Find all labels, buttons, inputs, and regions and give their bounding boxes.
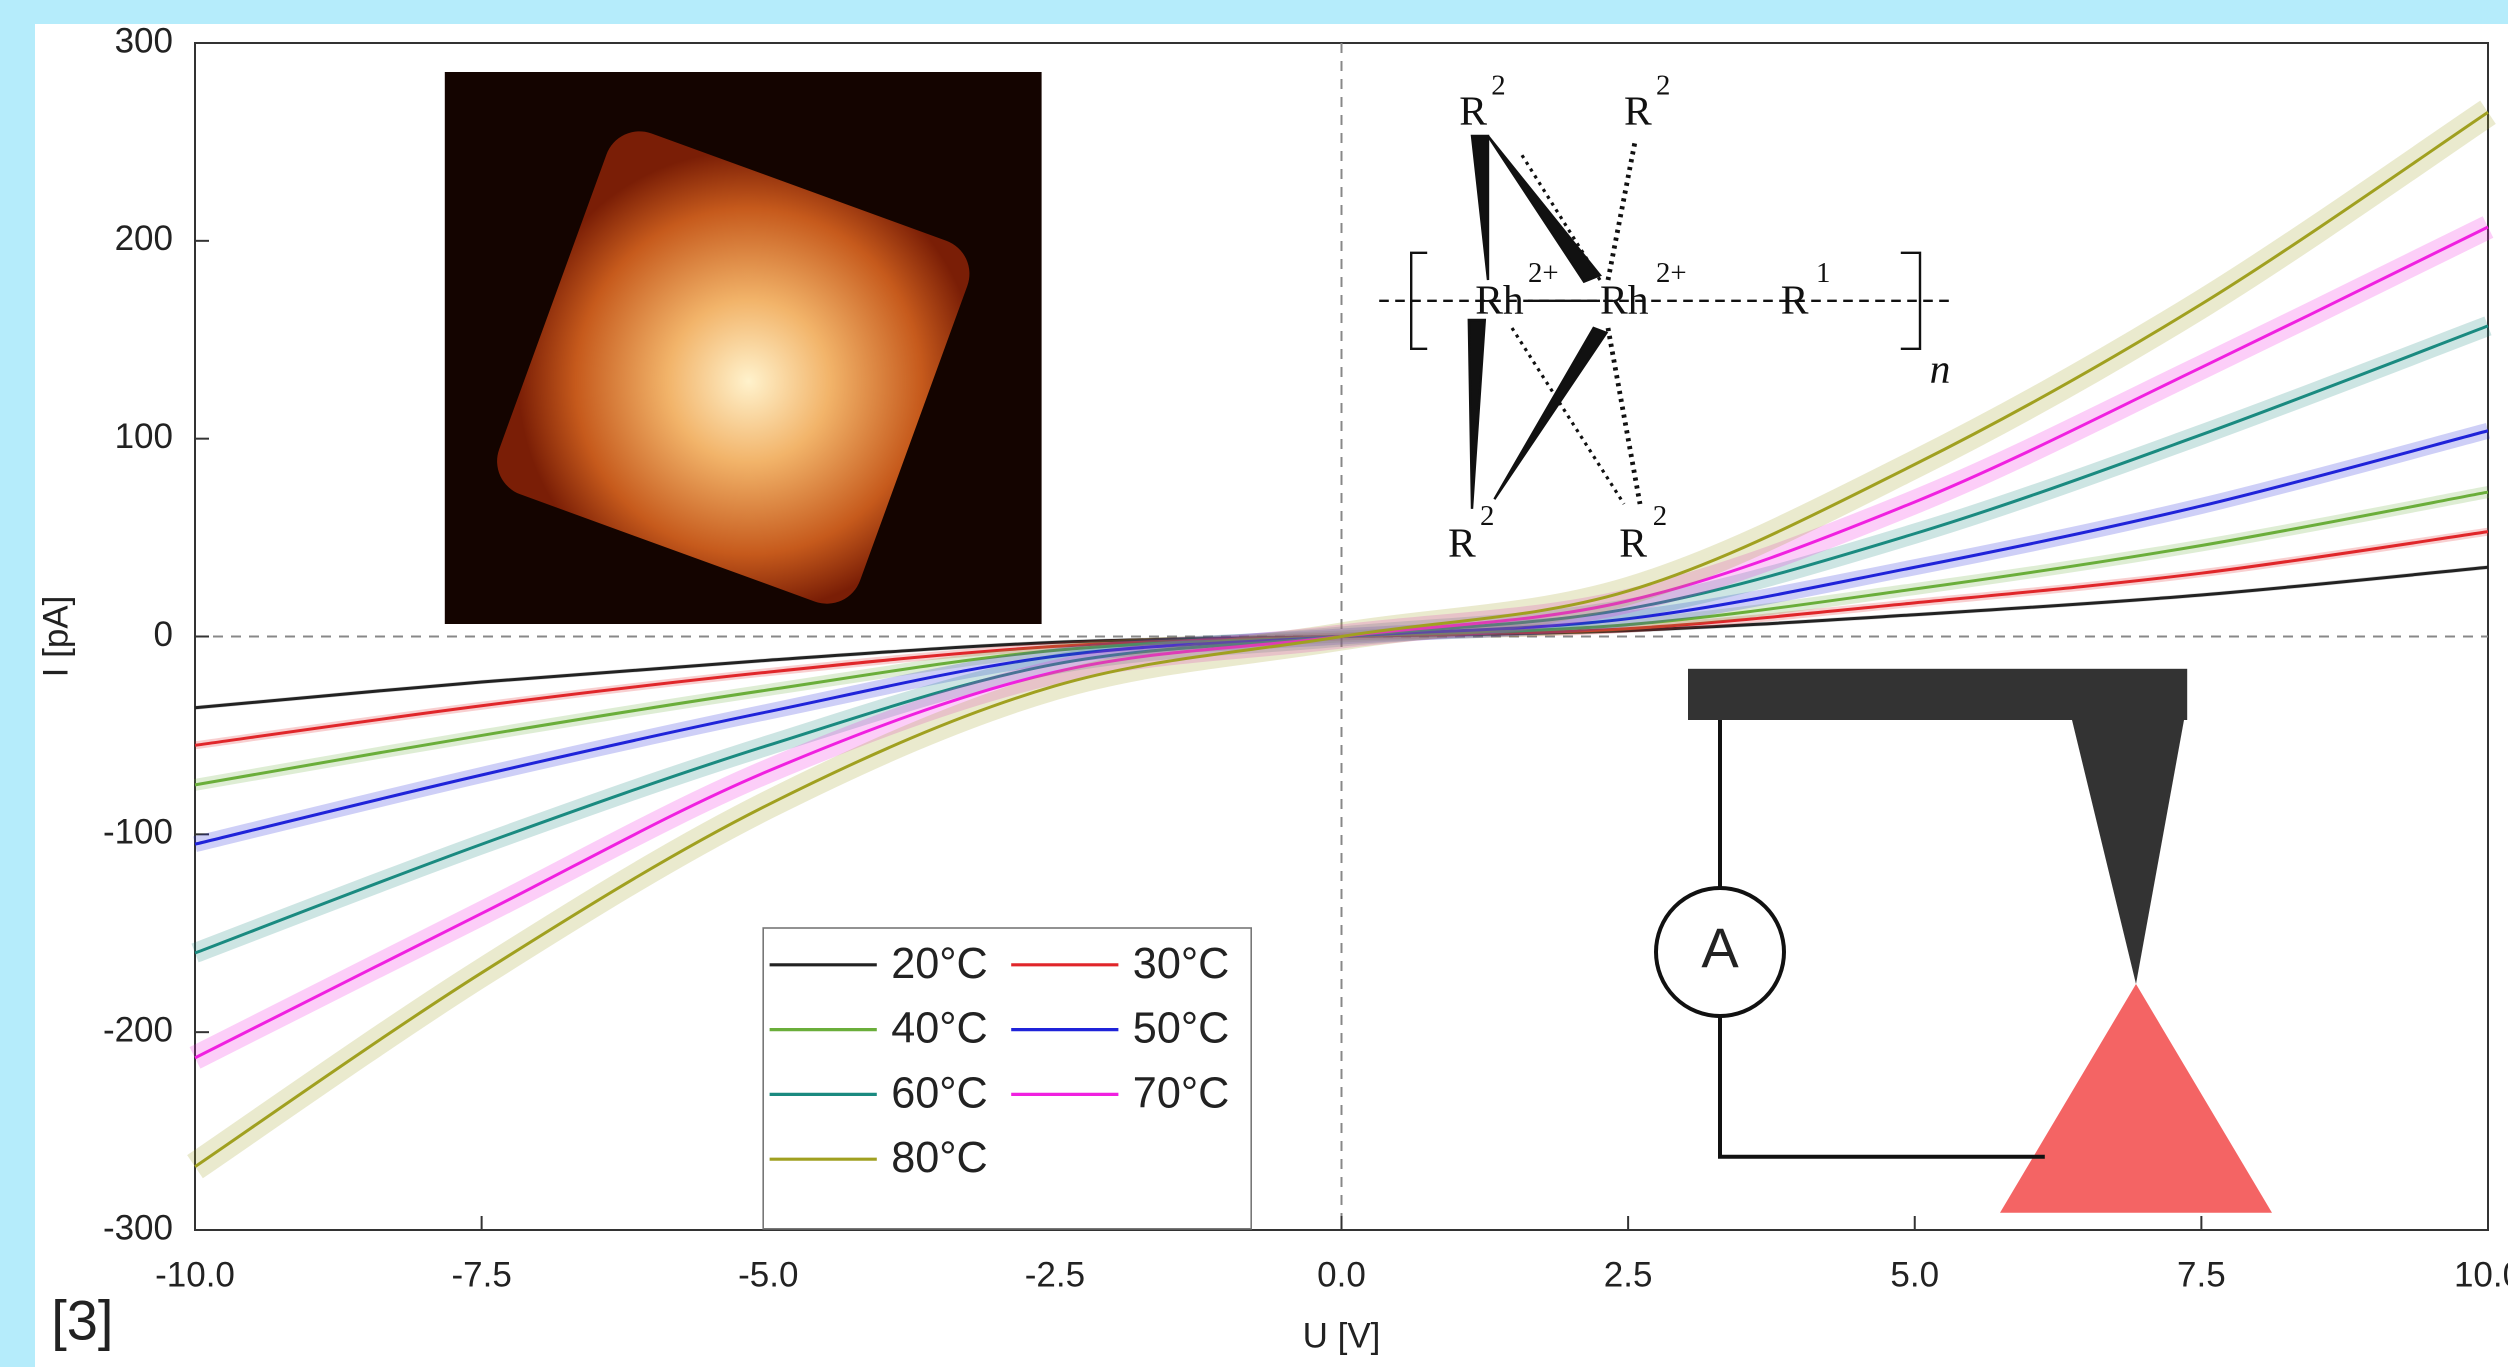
ammeter-label: A	[1701, 916, 1739, 979]
structure-label: Rh	[1475, 277, 1524, 323]
structure-label: 2	[1491, 70, 1505, 102]
legend-label: 60°C	[891, 1069, 988, 1117]
x-tick-label: 0.0	[1317, 1255, 1366, 1294]
y-tick-label: -100	[103, 813, 173, 852]
x-tick-label: 5.0	[1890, 1255, 1939, 1294]
structure-label: 2	[1653, 500, 1667, 532]
x-tick-label: -5.0	[738, 1255, 798, 1294]
y-tick-label: 0	[154, 615, 173, 654]
legend-label: 80°C	[891, 1134, 988, 1182]
y-tick-label: 200	[115, 219, 173, 258]
chart: -10.0 -7.5 -5.0 -2.5 0.0 2.5 5.0 7.5 10.0 300 200 1…	[0, 0, 2508, 1367]
legend-label: 70°C	[1133, 1069, 1230, 1117]
legend-label: 50°C	[1133, 1005, 1230, 1053]
structure-label: 1	[1816, 257, 1830, 289]
y-tick-label: 300	[115, 21, 173, 60]
structure-label: R	[1624, 88, 1652, 134]
x-tick-label: -10.0	[155, 1255, 235, 1294]
x-tick-label: -2.5	[1025, 1255, 1085, 1294]
structure-label: 2	[1656, 70, 1670, 102]
legend-label: 30°C	[1133, 940, 1230, 988]
x-tick-label: 2.5	[1604, 1255, 1653, 1294]
x-tick-label: -7.5	[451, 1255, 511, 1294]
x-tick-label: 10.0	[2454, 1255, 2508, 1294]
structure-label: R	[1619, 520, 1647, 566]
legend-label: 20°C	[891, 940, 988, 988]
y-tick-label: -300	[103, 1208, 173, 1247]
x-tick-label: 7.5	[2177, 1255, 2226, 1294]
y-axis-label: I [pA]	[36, 596, 75, 678]
structure-label: n	[1930, 345, 1951, 391]
structure-label: R	[1781, 277, 1809, 323]
y-tick-label: -200	[103, 1010, 173, 1049]
structure-label: R	[1459, 88, 1487, 134]
legend: 20°C 30°C 40°C 50°C 60°C 70°C 80°C	[763, 928, 1251, 1229]
structure-label: 2+	[1656, 257, 1687, 289]
structure-label: R	[1448, 520, 1476, 566]
y-tick-label: 100	[115, 417, 173, 456]
legend-label: 40°C	[891, 1005, 988, 1053]
structure-label: 2	[1480, 500, 1494, 532]
citation: [3]	[51, 1289, 113, 1352]
structure-label: Rh	[1600, 277, 1649, 323]
x-axis-label: U [V]	[1303, 1316, 1381, 1355]
structure-label: 2+	[1528, 257, 1559, 289]
